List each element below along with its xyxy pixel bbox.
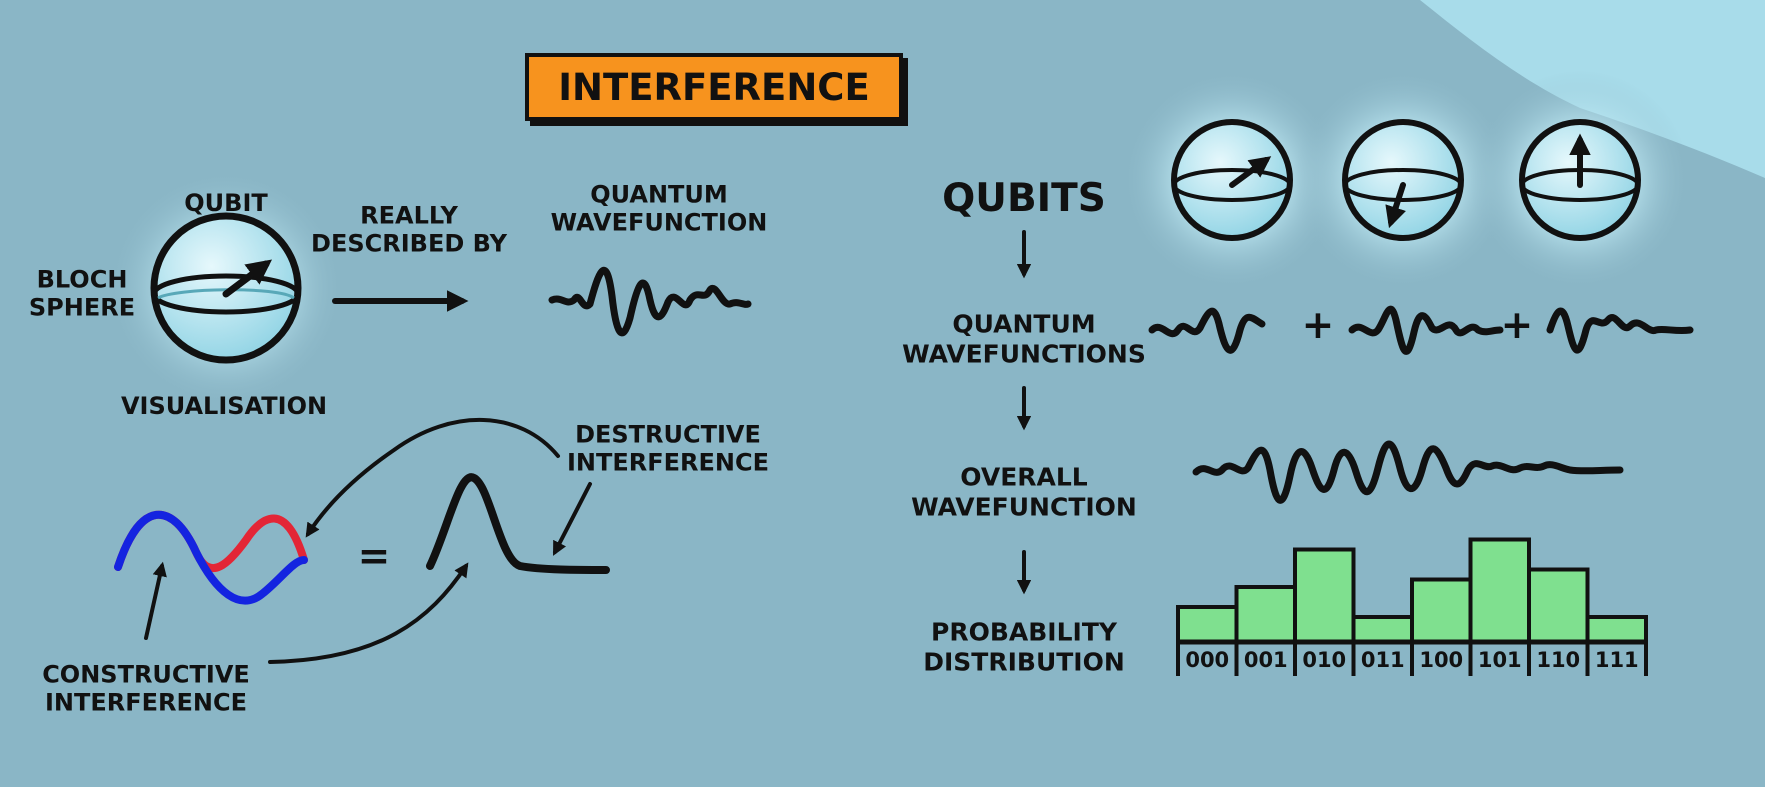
qubit-label: QUBIT	[184, 188, 268, 217]
bin-label-000: 000	[1185, 648, 1230, 672]
interference-result-wave	[426, 473, 610, 574]
bin-label-100: 100	[1419, 648, 1464, 672]
bar-100	[1410, 577, 1473, 644]
quantum-wavefunction-label: QUANTUM WAVEFUNCTION	[550, 180, 768, 237]
component-wavefunction-1	[1148, 307, 1266, 354]
chart-ticks	[1176, 642, 1648, 676]
probability-distribution-label: PROBABILITY DISTRIBUTION	[923, 617, 1125, 677]
bar-011	[1351, 615, 1414, 644]
bin-label-111: 111	[1594, 648, 1639, 672]
title-banner: INTERFERENCE	[525, 53, 903, 121]
bin-label-101: 101	[1477, 648, 1522, 672]
peak-pointer-arrow	[268, 562, 469, 664]
visualisation-label: VISUALISATION	[120, 391, 328, 420]
component-wavefunction-3	[1546, 307, 1694, 354]
bar-101	[1468, 537, 1531, 644]
equals-sign: =	[357, 533, 391, 579]
blue-wave	[114, 510, 308, 605]
chart-bin-labels: 000 001 010 011 100 101 110 111	[1178, 642, 1646, 678]
probability-chart	[1176, 537, 1648, 644]
bar-001	[1234, 585, 1297, 644]
bin-label-110: 110	[1536, 648, 1581, 672]
page-title: INTERFERENCE	[558, 65, 870, 109]
qubit-sphere-1-icon	[1122, 70, 1342, 290]
constructive-interference-label: CONSTRUCTIVE INTERFERENCE	[42, 660, 250, 717]
destructive-flat-arrow	[553, 482, 592, 556]
plus-sign-1: +	[1301, 302, 1335, 348]
bar-000	[1176, 605, 1239, 644]
quantum-wavefunction-sketch	[548, 267, 752, 337]
overall-wavefunction-sketch	[1192, 440, 1624, 504]
destructive-interference-label: DESTRUCTIVE INTERFERENCE	[566, 420, 770, 477]
qubit-sphere-2-icon	[1293, 70, 1513, 290]
bar-111	[1585, 615, 1648, 644]
bar-110	[1527, 567, 1590, 644]
bar-010	[1293, 547, 1356, 644]
bloch-sphere-icon	[150, 212, 302, 364]
bin-label-011: 011	[1360, 648, 1405, 672]
bin-label-010: 010	[1302, 648, 1347, 672]
component-wavefunction-2	[1348, 305, 1504, 355]
bin-label-001: 001	[1243, 648, 1288, 672]
constructive-pointer-arrow	[144, 561, 167, 640]
overall-wavefunction-label: OVERALL WAVEFUNCTION	[911, 462, 1137, 522]
quantum-wavefunctions-label: QUANTUM WAVEFUNCTIONS	[902, 309, 1146, 369]
qubit-sphere-3-icon	[1470, 70, 1690, 290]
bloch-sphere-label: BLOCH SPHERE	[28, 265, 136, 322]
described-by-label: REALLY DESCRIBED BY	[311, 201, 507, 258]
plus-sign-2: +	[1500, 302, 1534, 348]
destructive-pointer-arrow	[305, 417, 560, 538]
qubits-label: QUBITS	[942, 175, 1106, 221]
